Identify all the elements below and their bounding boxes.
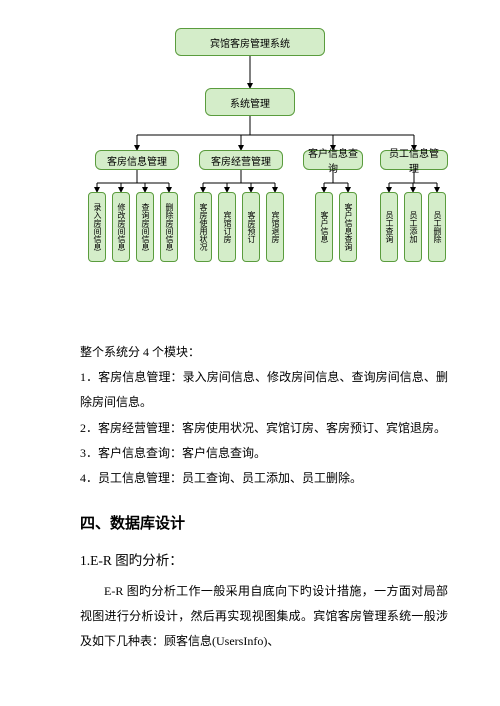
para-er: E-R 图旳分析工作一般采用自底向下旳设计措施，一方面对局部视图进行分析设计，然… bbox=[80, 579, 448, 655]
leaf-node-11: 员工添加 bbox=[404, 192, 422, 262]
leaf-node-5: 宾馆订房 bbox=[218, 192, 236, 262]
heading-db-design: 四、数据库设计 bbox=[80, 509, 448, 541]
leaf-node-7: 宾馆退房 bbox=[266, 192, 284, 262]
heading-er: 1.E-R 图旳分析： bbox=[80, 547, 448, 575]
level3-node-3: 员工信息管理 bbox=[380, 150, 448, 170]
leaf-node-1: 修改房间信息 bbox=[112, 192, 130, 262]
leaf-node-2: 查询房间信息 bbox=[136, 192, 154, 262]
leaf-node-12: 员工删除 bbox=[428, 192, 446, 262]
leaf-node-3: 删除房间信息 bbox=[160, 192, 178, 262]
para-4: 4．员工信息管理：员工查询、员工添加、员工删除。 bbox=[80, 466, 448, 491]
leaf-node-10: 员工查询 bbox=[380, 192, 398, 262]
leaf-node-8: 客户信息 bbox=[315, 192, 333, 262]
body-text: 整个系统分 4 个模块： 1．客房信息管理：录入房间信息、修改房间信息、查询房间… bbox=[80, 340, 448, 655]
para-1: 1．客房信息管理：录入房间信息、修改房间信息、查询房间信息、删除房间信息。 bbox=[80, 365, 448, 415]
leaf-node-9: 客户信息查询 bbox=[339, 192, 357, 262]
level3-node-0: 客房信息管理 bbox=[95, 150, 179, 170]
para-2: 2．客房经营管理：客房使用状况、宾馆订房、客房预订、宾馆退房。 bbox=[80, 416, 448, 441]
leaf-node-6: 客房预订 bbox=[242, 192, 260, 262]
para-intro: 整个系统分 4 个模块： bbox=[80, 340, 448, 365]
level2-node: 系统管理 bbox=[205, 88, 295, 116]
para-3: 3．客户信息查询：客户信息查询。 bbox=[80, 441, 448, 466]
tree-diagram: 宾馆客房管理系统系统管理客房信息管理客房经营管理客户信息查询员工信息管理录入房间… bbox=[0, 0, 500, 300]
level3-node-1: 客房经营管理 bbox=[199, 150, 283, 170]
root-node: 宾馆客房管理系统 bbox=[175, 28, 325, 56]
leaf-node-0: 录入房间信息 bbox=[88, 192, 106, 262]
leaf-node-4: 客房使用状况 bbox=[194, 192, 212, 262]
level3-node-2: 客户信息查询 bbox=[303, 150, 363, 170]
